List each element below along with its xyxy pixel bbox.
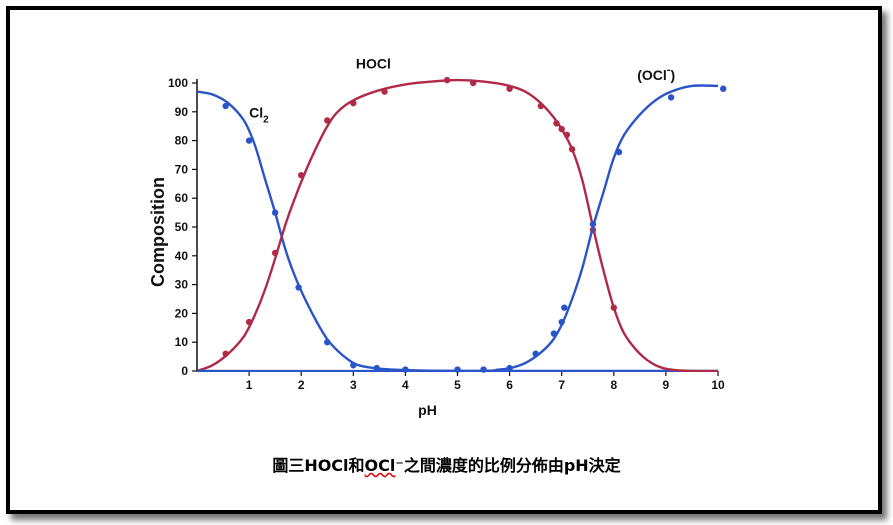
series-3-point	[561, 304, 568, 311]
series-3-point	[454, 366, 461, 373]
x-tick-label: 10	[711, 378, 725, 392]
series-3-point	[506, 364, 513, 372]
series-3-line	[197, 84, 719, 372]
y-axis-title: Composition	[148, 177, 168, 287]
series-3-point	[667, 94, 675, 101]
series-2-point	[568, 146, 576, 153]
x-tick-label: 4	[402, 378, 409, 392]
y-tick-label: 50	[175, 220, 189, 234]
caption-prefix: 圖三HOCl和	[272, 456, 365, 475]
series-2-point	[506, 85, 513, 92]
x-tick-label: 1	[246, 378, 253, 392]
y-tick-label: 90	[175, 105, 189, 119]
series-1-line	[197, 90, 718, 372]
x-tick-label: 6	[506, 378, 513, 392]
y-tick-label: 80	[175, 134, 189, 148]
series-3-point	[480, 366, 487, 373]
series-2-point	[443, 76, 451, 84]
x-tick-label: 2	[298, 378, 305, 392]
series-3-point	[558, 318, 565, 326]
series-label-1: Cl2	[249, 105, 269, 126]
y-tick-label: 60	[175, 191, 189, 205]
series-1-point	[373, 364, 380, 372]
y-tick-label: 100	[168, 76, 188, 90]
series-1-point	[222, 102, 229, 110]
x-tick-label: 7	[558, 378, 565, 392]
series-3-point	[550, 330, 558, 337]
caption-underlined: OCl	[364, 456, 396, 475]
series-2-point	[381, 88, 388, 95]
series-2-point	[298, 171, 305, 179]
y-tick-label: 30	[175, 278, 189, 292]
series-label-2: HOCl	[356, 56, 391, 72]
y-tick-label: 20	[175, 306, 189, 320]
series-2-point	[245, 318, 253, 326]
series-2-point	[469, 79, 477, 87]
series-1-point	[324, 339, 331, 346]
series-2-point	[610, 304, 617, 311]
series-2-line	[197, 78, 719, 372]
series-2-point	[553, 120, 560, 127]
series-3-point	[720, 85, 727, 92]
series-3-point	[615, 148, 623, 156]
series-1-point	[245, 137, 253, 144]
series-3-point	[589, 220, 597, 228]
series-2-point	[271, 249, 279, 257]
series-2-point	[563, 131, 571, 139]
figure-caption: 圖三HOCl和OCl⁻之間濃度的比例分佈由pH決定	[0, 452, 893, 476]
y-tick-label: 0	[181, 364, 188, 378]
y-tick-label: 40	[175, 249, 189, 263]
y-tick-label: 10	[175, 335, 189, 349]
series-1-point	[295, 284, 302, 291]
series-2-point	[324, 117, 331, 124]
caption-suffix: ⁻之間濃度的比例分佈由pH決定	[395, 456, 621, 475]
x-tick-label: 3	[350, 378, 357, 392]
series-2-point	[558, 125, 565, 133]
series-label-3: (OCl-)	[637, 64, 675, 83]
x-tick-label: 8	[610, 378, 617, 392]
series-1-point	[350, 362, 357, 369]
x-axis-title: pH	[418, 402, 437, 418]
image-frame	[6, 6, 882, 514]
series-3-point	[532, 350, 539, 357]
series-2-point	[350, 99, 357, 107]
series-2-point	[222, 350, 229, 357]
x-tick-label: 9	[663, 378, 670, 392]
x-tick-label: 5	[454, 378, 461, 392]
series-2-point	[537, 102, 545, 110]
series-1-point	[271, 209, 279, 216]
y-tick-label: 70	[175, 162, 189, 176]
